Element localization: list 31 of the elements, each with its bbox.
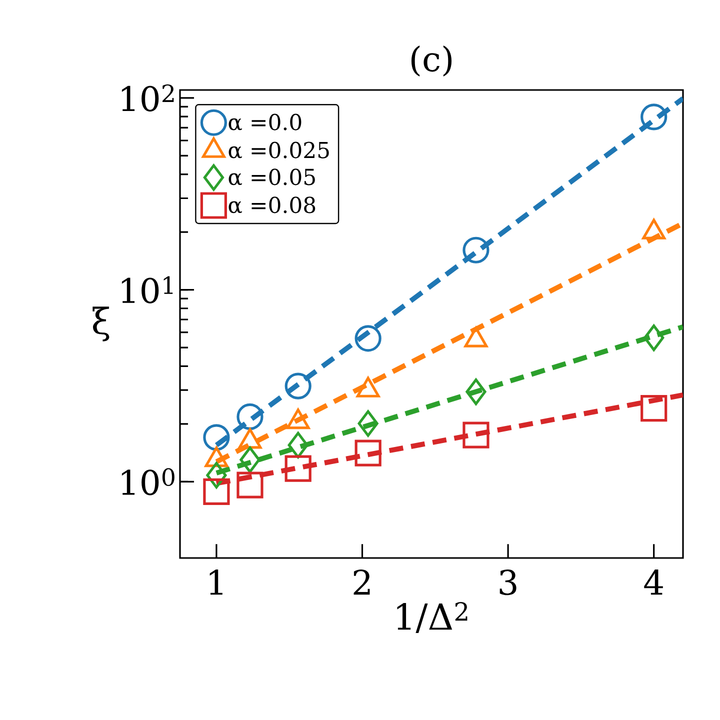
x-axis-title: 1/Δ$^{2}$ xyxy=(397,602,468,633)
point xyxy=(358,410,378,437)
y-tick-label: 10$^{2}$ xyxy=(122,84,174,112)
x-tick-label: 4 xyxy=(644,570,663,595)
legend-label: α =0.025 xyxy=(228,142,329,158)
point xyxy=(640,104,668,130)
x-tick-label: 1 xyxy=(210,570,222,595)
chart-title: (c) xyxy=(411,45,452,76)
point xyxy=(462,422,490,448)
point xyxy=(466,378,486,406)
y-axis-title: ξ xyxy=(92,306,110,342)
point xyxy=(284,455,312,482)
point xyxy=(288,432,308,458)
x-tick-label: 3 xyxy=(500,570,516,596)
point xyxy=(354,325,382,352)
point xyxy=(203,424,230,451)
point xyxy=(644,324,664,352)
legend-label: α =0.05 xyxy=(228,168,315,186)
point xyxy=(240,446,260,474)
point xyxy=(203,478,230,505)
point xyxy=(284,372,312,400)
legend-label: α =0.0 xyxy=(228,114,302,130)
x-tick-label: 2 xyxy=(354,570,370,595)
legend-label: α =0.08 xyxy=(228,196,316,214)
y-tick-label: 10$^{0}$ xyxy=(122,468,174,496)
point xyxy=(640,395,668,422)
y-tick-label: 10$^{1}$ xyxy=(122,276,173,304)
point xyxy=(236,472,264,498)
point xyxy=(236,403,264,430)
point xyxy=(354,440,382,466)
point xyxy=(462,236,490,264)
